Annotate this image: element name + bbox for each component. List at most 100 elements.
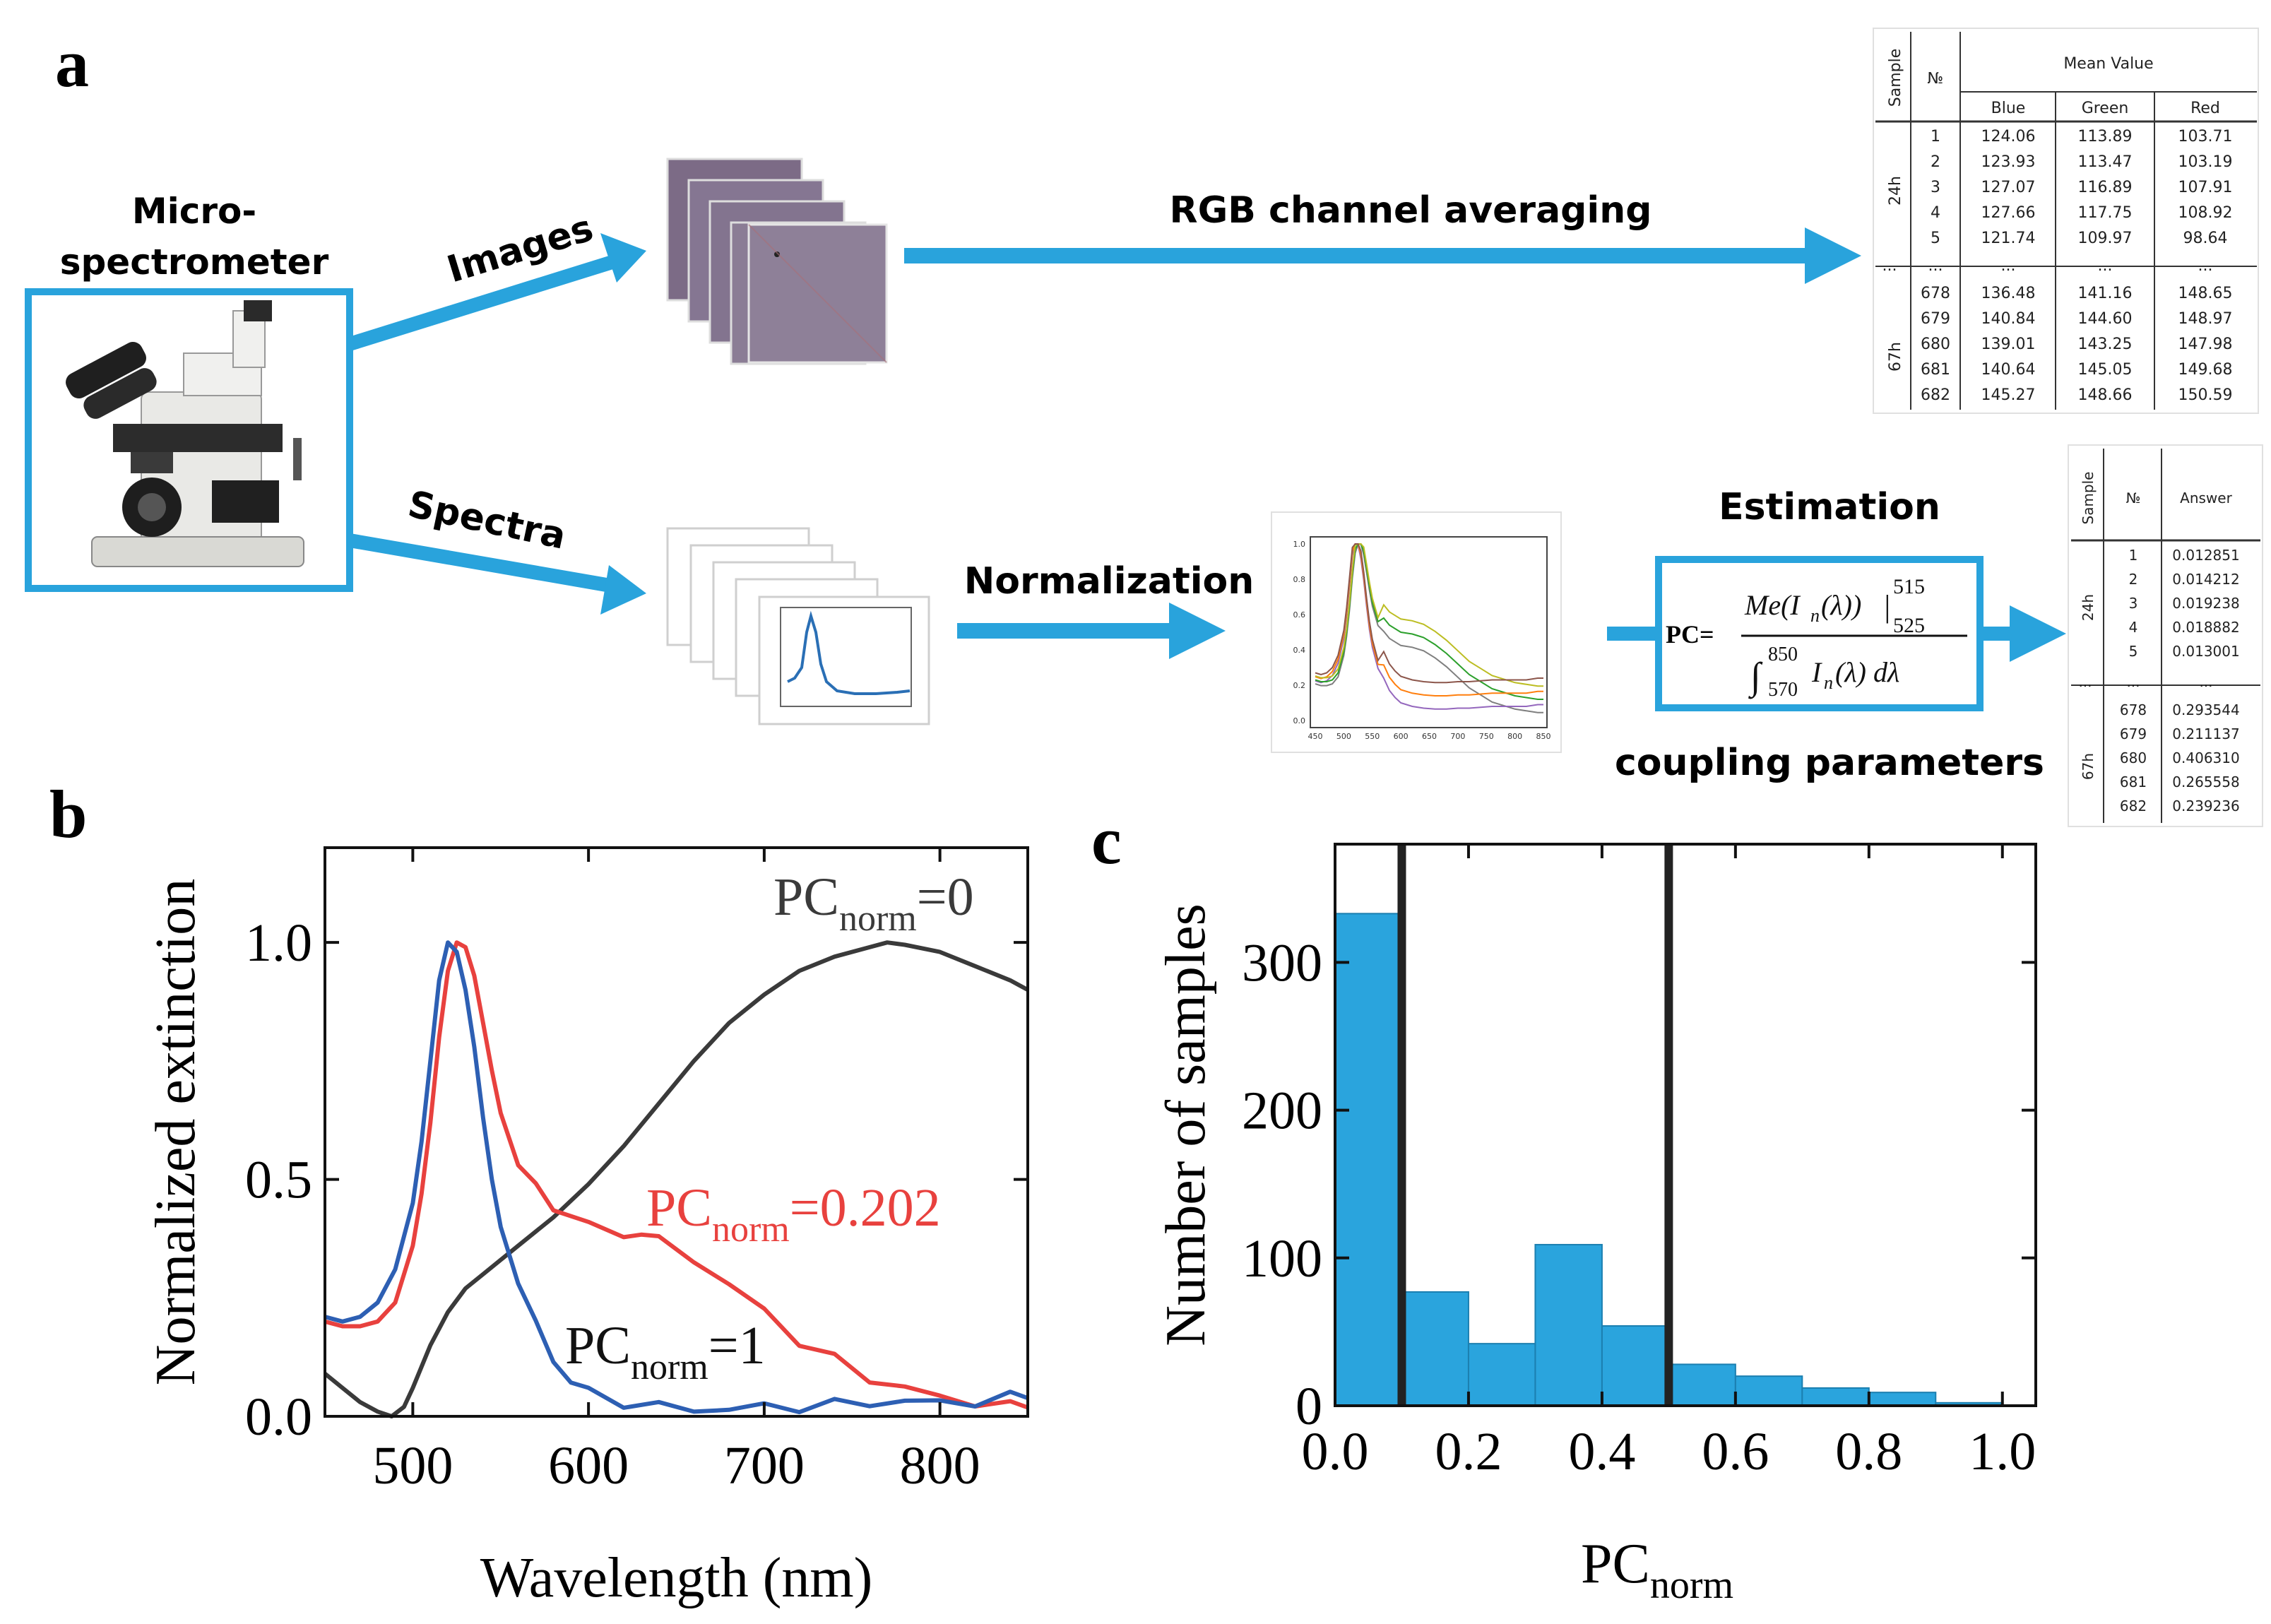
series-line-PC_norm=0 (324, 940, 1029, 1418)
rgb-cell: 116.89 (2078, 179, 2133, 196)
rgb-cell: 681 (1921, 361, 1950, 379)
ytick-label: 300 (1242, 933, 1322, 992)
rgb-cell: 5 (1931, 230, 1940, 247)
answer-cell: 0.239236 (2172, 798, 2239, 814)
thumb-xtick: 550 (1365, 732, 1380, 741)
rgb-ellipsis-blue: ... (2001, 257, 2016, 275)
xtick-label: 700 (724, 1436, 805, 1495)
panel-label-b: b (49, 776, 87, 852)
instrument-label-line1: Micro- (132, 191, 256, 232)
rgb-mean-header: Mean Value (2063, 55, 2153, 73)
formula-upper: 515 (1893, 575, 1925, 598)
spectra-stack (666, 527, 930, 725)
series-annotation-PC_norm=0: PCnorm=0 (773, 867, 974, 939)
ytick-label: 0.5 (245, 1151, 312, 1210)
rgb-group-67h: 67h (1887, 342, 1904, 372)
answer-cell: 682 (2120, 798, 2147, 814)
rgb-col-red: Red (2190, 100, 2220, 117)
ytick-label: 200 (1242, 1081, 1322, 1141)
answer-cell: 3 (2129, 595, 2138, 612)
rgb-cell: 103.19 (2178, 153, 2233, 171)
rgb-cell: 145.27 (1981, 386, 2036, 404)
thumb-ytick: 0.8 (1293, 575, 1306, 584)
answer-cell: 0.293544 (2172, 701, 2239, 718)
rgb-no-header: № (1928, 70, 1944, 88)
answer-cell: 679 (2120, 725, 2147, 742)
rgb-col-green: Green (2082, 100, 2129, 117)
ytick-label: 0 (1295, 1377, 1322, 1436)
y-axis-title-b: Normalized extinction (145, 879, 207, 1386)
formula-dl: (λ) dλ (1835, 656, 1899, 688)
rgb-cell: 143.25 (2078, 336, 2133, 353)
formula-int-upper: 850 (1768, 644, 1798, 665)
series-annotation-PC_norm=1: PCnorm=1 (565, 1316, 766, 1387)
rgb-cell: 148.97 (2178, 310, 2233, 328)
plot-frame-c (1334, 843, 2037, 1407)
xtick-label: 500 (372, 1436, 453, 1495)
histogram-bar (1334, 913, 1403, 1407)
formula-lam1: (λ)) (1821, 589, 1861, 621)
answer-cell: 0.265558 (2172, 774, 2239, 790)
rgb-cell: 141.16 (2078, 285, 2133, 302)
rgb-col-blue: Blue (1991, 100, 2026, 117)
formula-lower: 525 (1893, 614, 1925, 637)
series-line-PC_norm=0.202 (324, 940, 1029, 1410)
chart-b-extinction: 500 600 700 800 0.0 0.5 1.0 Wavelength (nm) Norm… (145, 846, 1029, 1609)
thumb-series-line (1315, 543, 1543, 684)
xtick-label: 0.6 (1702, 1422, 1769, 1481)
estimation-arrow-out (1981, 605, 2066, 662)
rgb-cell: 678 (1921, 285, 1950, 302)
rgb-arrow (904, 227, 1861, 284)
image-stack (666, 158, 888, 365)
microspectrometer-group: Micro- spectrometer (25, 191, 353, 592)
formula-int-lower: 570 (1768, 679, 1798, 701)
rgb-cell: 98.64 (2183, 230, 2228, 247)
answer-cell: 1 (2129, 547, 2138, 564)
rgb-cell: 2 (1931, 153, 1940, 171)
answer-cell: 2 (2129, 571, 2138, 588)
spectra-arrow (348, 533, 646, 615)
thumb-xtick: 750 (1479, 732, 1494, 741)
spectrum-thumb-line (787, 610, 911, 695)
rgb-cell: 113.47 (2078, 153, 2133, 171)
answer-group-24h: 24h (2080, 594, 2097, 621)
rgb-cell: 139.01 (1981, 336, 2036, 353)
y-axis-title-c: Number of samples (1155, 903, 1217, 1346)
answer-cell: 0.019238 (2172, 595, 2239, 612)
xtick-label: 600 (548, 1436, 629, 1495)
rgb-cell: 113.89 (2078, 128, 2133, 146)
chart-c-histogram: 0.0 0.2 0.4 0.6 0.8 1.0 0 100 200 300 PCnorm Number… (1155, 843, 2037, 1607)
formula-box: PC= Me(I n (λ)) | 515 525 ∫ 850 570 I n … (1655, 556, 1984, 711)
rgb-cell: 679 (1921, 310, 1950, 328)
rgb-ellipsis-green: ... (2098, 257, 2113, 275)
rgb-cell: 103.71 (2178, 128, 2233, 146)
rgb-table: Sample № Mean Value Blue Green Red 24h 6… (1873, 28, 2259, 414)
thumb-xtick: 800 (1507, 732, 1522, 741)
ytick-label: 100 (1242, 1229, 1322, 1288)
rgb-cell: 4 (1931, 204, 1940, 222)
rgb-cell: 124.06 (1981, 128, 2036, 146)
rgb-cell: 148.65 (2178, 285, 2233, 302)
formula-bar: | (1882, 589, 1891, 624)
plot-frame-b (324, 846, 1029, 1418)
answer-cell: 4 (2129, 619, 2138, 636)
answer-cell: 680 (2120, 749, 2147, 766)
rgb-ellipsis-sample: ... (1882, 257, 1897, 275)
rgb-cell: 148.66 (2078, 386, 2133, 404)
normalized-spectra-thumb: 450 500 550 600 650 700 750 800 850 0.0 0.2 0.4 0.6 0… (1271, 511, 1562, 753)
xtick-label: 800 (900, 1436, 980, 1495)
coupling-label: coupling parameters (1615, 742, 2044, 784)
answer-ellipsis-value: ... (2199, 673, 2212, 690)
answer-cell: 0.018882 (2172, 619, 2239, 636)
formula-me: Me(I (1744, 589, 1801, 621)
thumb-xtick: 700 (1450, 732, 1465, 741)
rgb-cell: 1 (1931, 128, 1940, 146)
xtick-label: 1.0 (1969, 1422, 2036, 1481)
histogram-bar (1734, 1375, 1803, 1406)
histogram-bar (1601, 1325, 1670, 1407)
answer-cell: 5 (2129, 643, 2138, 660)
rgb-cell: 108.92 (2178, 204, 2233, 222)
formula-n1: n (1810, 605, 1820, 626)
histogram-bar (1868, 1392, 1937, 1406)
rgb-cell: 140.64 (1981, 361, 2036, 379)
